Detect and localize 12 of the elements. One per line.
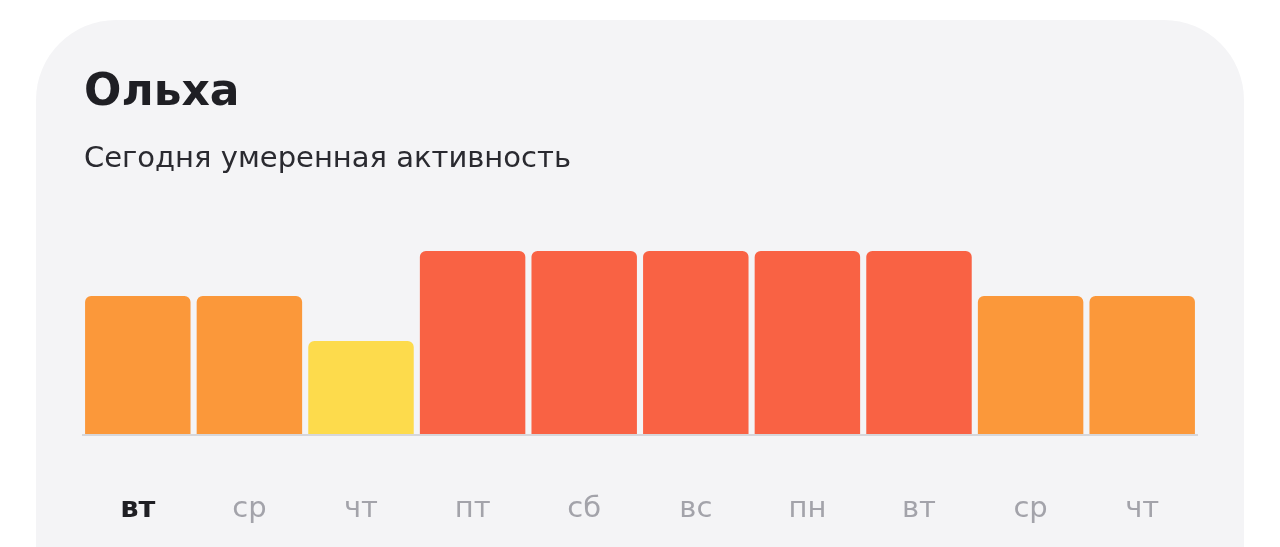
- chart-subtitle: Сегодня умеренная активность: [84, 140, 571, 174]
- x-tick-label: чт: [1125, 489, 1160, 524]
- x-tick-label: чт: [343, 489, 379, 524]
- x-tick-label: вс: [679, 489, 713, 524]
- x-tick-label: ср: [232, 489, 267, 524]
- x-tick-label: вт: [902, 489, 937, 524]
- chart-title: Ольха: [84, 64, 240, 115]
- x-tick-label: ср: [1013, 489, 1048, 524]
- x-tick-label: пт: [454, 489, 491, 524]
- x-tick-label: вт: [120, 489, 156, 524]
- x-tick-label: сб: [567, 489, 602, 524]
- x-tick-label: пн: [788, 489, 827, 524]
